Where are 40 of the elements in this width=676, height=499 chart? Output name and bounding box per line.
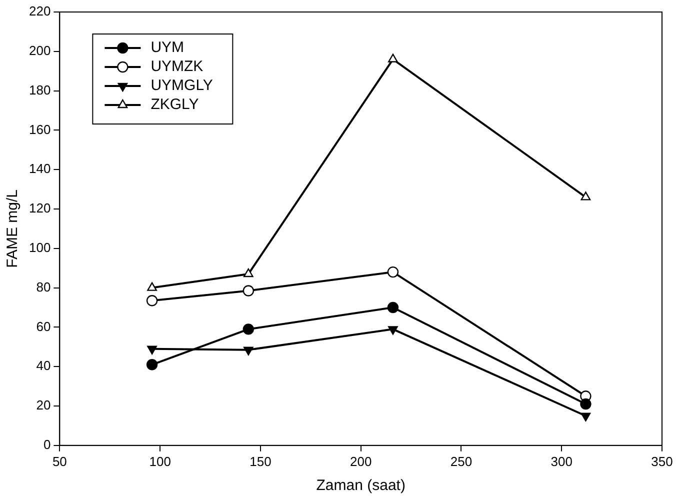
point <box>146 359 158 370</box>
y-tick-label: 220 <box>28 4 51 19</box>
point <box>243 346 254 356</box>
y-tick-label: 120 <box>28 200 51 216</box>
x-tick-label: 150 <box>250 454 272 469</box>
point <box>147 346 157 354</box>
y-tick-label: 200 <box>28 42 51 58</box>
x-tick-label: 50 <box>52 454 67 469</box>
point <box>387 302 399 314</box>
x-tick-label: 200 <box>350 454 372 469</box>
point <box>580 412 591 422</box>
point <box>242 324 254 335</box>
point <box>580 192 591 200</box>
y-tick-label: 20 <box>36 398 51 413</box>
y-tick-label: 100 <box>28 240 51 255</box>
point <box>580 398 592 410</box>
x-tick-label: 100 <box>149 454 171 469</box>
point <box>242 285 254 296</box>
y-axis-title: FAME mg/L <box>4 190 22 268</box>
y-tick-label: 0 <box>43 436 51 452</box>
y-tick-label: 180 <box>28 82 51 98</box>
y-tick-label: 60 <box>36 318 51 334</box>
legend-label: UYMGLY <box>150 77 213 94</box>
point <box>388 54 398 62</box>
x-tick-label: 350 <box>651 454 673 469</box>
legend-label: ZKGLY <box>150 96 199 114</box>
point <box>243 268 254 278</box>
y-tick-label: 140 <box>28 161 51 176</box>
point <box>388 326 398 335</box>
x-tick-label: 250 <box>450 454 472 469</box>
point <box>387 266 399 278</box>
point <box>146 295 158 306</box>
y-tick-label: 160 <box>28 122 51 137</box>
point <box>147 282 157 291</box>
y-tick-label: 80 <box>36 279 51 294</box>
legend-label: UYMZK <box>150 58 204 76</box>
x-tick-label: 300 <box>550 454 572 469</box>
legend-label: UYM <box>150 39 184 56</box>
x-axis-title: Zaman (saat) <box>316 477 406 494</box>
y-tick-label: 40 <box>36 358 51 374</box>
